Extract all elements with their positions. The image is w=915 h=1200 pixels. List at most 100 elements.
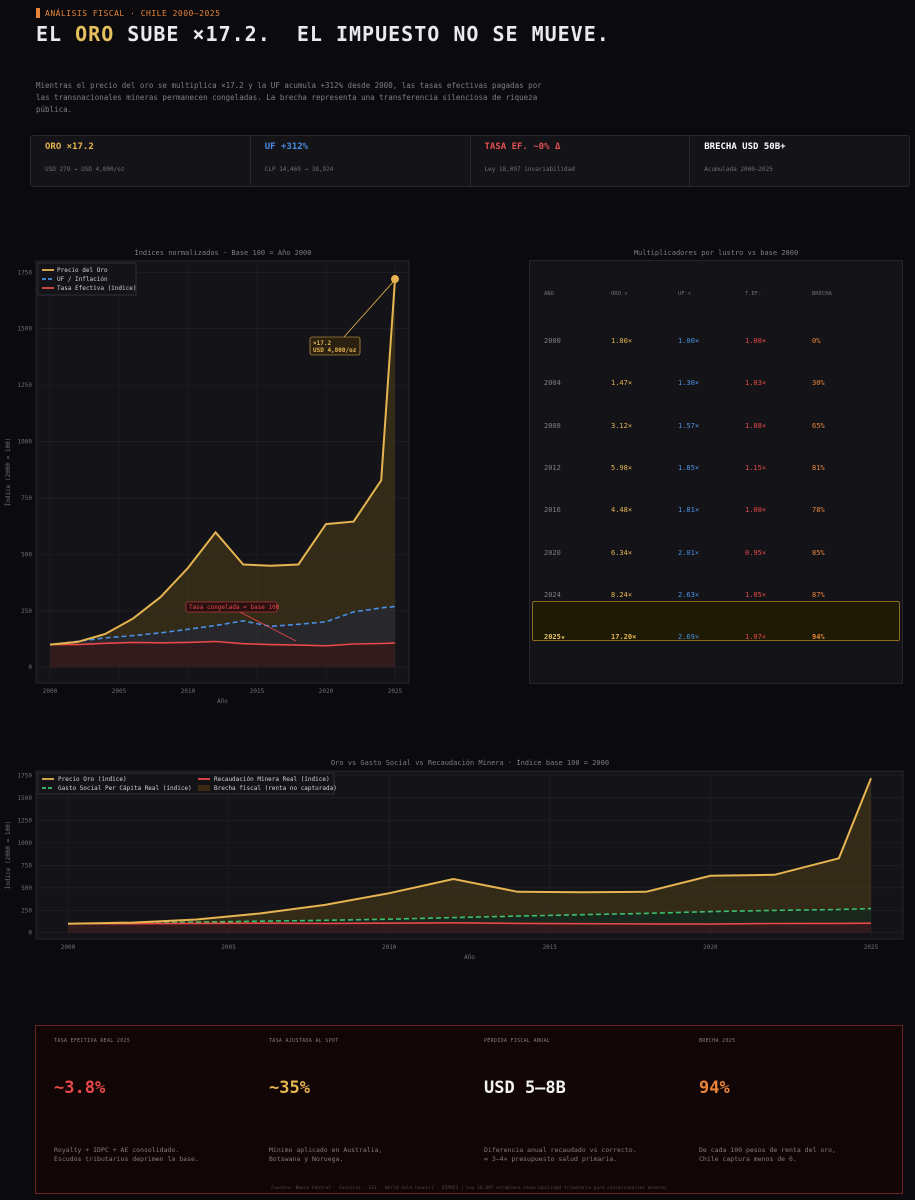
table-cell: 81% [812, 463, 825, 472]
table-cell: 87% [812, 590, 825, 599]
title-gold: ORO [75, 22, 115, 46]
title-post: SUBE ×17.2. EL IMPUESTO NO SE MUEVE. [114, 22, 610, 46]
page-title: EL ORO SUBE ×17.2. EL IMPUESTO NO SE MUE… [36, 22, 610, 46]
stat-head: UF +312% [264, 142, 309, 152]
column-header: BRECHA [812, 291, 832, 297]
x-tick-label: 2015 [250, 688, 265, 695]
y-tick-label: 750 [21, 495, 32, 502]
table-cell: 2020 [544, 548, 561, 557]
y-axis-label: Índice (2000 = 100) [4, 821, 12, 890]
x-tick-label: 2005 [112, 688, 127, 695]
table-cell: 6.34× [611, 548, 633, 557]
gap-area-low [50, 641, 395, 668]
summary-label: TASA EFECTIVA REAL 2025 [54, 1038, 131, 1044]
gap-area-gold [68, 778, 871, 924]
summary-value: ~35% [269, 1078, 310, 1098]
summary-value: ~3.8% [54, 1078, 106, 1098]
y-axis-label: Índice (2000 = 100) [4, 438, 12, 507]
table-cell: 1.00× [678, 337, 700, 345]
eyebrow-text: ANÁLISIS FISCAL · CHILE 2000–2025 [45, 8, 221, 18]
chart2-title: Oro vs Gasto Social vs Recaudación Miner… [330, 759, 610, 767]
x-tick-label: 2015 [543, 944, 558, 951]
summary-desc: De cada 100 pesos de renta del oro, Chil… [699, 1146, 836, 1163]
table-cell: 8.24× [611, 590, 633, 599]
summary-cell: BRECHA 2025 94% De cada 100 pesos de renta… [681, 1026, 896, 1193]
table-header: AÑO ORO × UF × T.EF. BRECHA [544, 291, 879, 297]
table-cell: 2024 [544, 590, 561, 599]
column-header: ORO × [611, 291, 628, 297]
table-cell: 2004 [544, 379, 561, 388]
table-row: 2020 6.34× 2.01× 0.95× 85% [544, 549, 879, 557]
y-tick-label: 1000 [18, 439, 33, 446]
legend-label: Tasa Efectiva (índice) [57, 285, 136, 292]
summary-label: PÉRDIDA FISCAL ANUAL [484, 1038, 551, 1044]
y-tick-label: 500 [21, 551, 32, 558]
annotation-leader [343, 281, 394, 338]
table-cell: 1.08× [745, 421, 767, 430]
table-cell: 2.01× [678, 548, 700, 557]
peak-marker [391, 275, 399, 284]
y-tick-label: 1500 [18, 326, 33, 333]
sources-footer: Fuentes: Banco Central · Cochilco · SII … [271, 1186, 667, 1191]
table-cell: 1.47× [611, 379, 633, 388]
legend [37, 262, 137, 296]
table-row: 2008 3.12× 1.57× 1.08× 65% [544, 422, 879, 430]
gap-area-low [68, 922, 871, 933]
series-line-gasto [67, 907, 872, 925]
table-cell: 2025★ [544, 633, 566, 642]
x-tick-label: 2025 [864, 944, 879, 951]
y-tick-label: 250 [21, 907, 32, 914]
table-cell: 2008 [544, 421, 561, 430]
summary-desc: Mínimo aplicado en Australia, Botswana y… [269, 1146, 383, 1163]
annotation-box [185, 601, 278, 613]
table-row: 2025★ 17.20× 2.69× 1.07× 94% [544, 633, 879, 641]
chart2: 0 250 500 750 1000 1250 1500 1750 2000 2005 2010 20… [4, 770, 904, 961]
x-axis-label: Año [464, 954, 475, 961]
summary-value: USD 5–8B [484, 1078, 566, 1098]
annotation-text: ×17.2 [313, 340, 331, 347]
y-tick-label: 0 [28, 664, 32, 671]
table-row: 2024 8.24× 2.63× 1.05× 87% [544, 591, 879, 599]
column-header: AÑO [544, 291, 554, 297]
gap-area-gold [50, 279, 395, 645]
y-tick-label: 750 [21, 862, 32, 869]
summary-panel: TASA EFECTIVA REAL 2025 ~3.8% Royalty + ID… [35, 1025, 903, 1194]
table-cell: 1.00× [745, 506, 767, 515]
table-cell: 1.00× [745, 337, 767, 345]
x-tick-label: 2020 [703, 944, 718, 951]
gap-area-mid [68, 908, 871, 925]
stat-head: TASA EF. ~0% Δ [484, 142, 561, 152]
series-line-gold [67, 777, 872, 925]
x-tick-label: 2005 [221, 944, 236, 951]
y-tick-label: 1750 [18, 269, 33, 276]
table-cell: 1.00× [611, 337, 633, 345]
table-cell: 4.48× [611, 506, 633, 515]
table-cell: 30% [812, 379, 825, 388]
y-tick-label: 1750 [18, 772, 33, 779]
table-cell: 65% [812, 421, 825, 430]
stat-brecha: BRECHA USD 50B+ Acumulada 2000–2025 [690, 136, 909, 186]
table-cell: 94% [812, 633, 825, 642]
table-row: 2004 1.47× 1.30× 1.03× 30% [544, 379, 879, 387]
summary-cell: TASA EFECTIVA REAL 2025 ~3.8% Royalty + ID… [36, 1026, 251, 1193]
table-cell: 2000 [544, 337, 561, 345]
legend-label: Recaudación Minera Real (índice) [214, 776, 330, 783]
summary-desc: Royalty + IDPC + AE consolidado. Escudos… [54, 1146, 199, 1163]
stat-sub: Acumulada 2000–2025 [704, 166, 773, 173]
multipliers-table: AÑO ORO × UF × T.EF. BRECHA 2000 1.00× 1.00× 1.0… [529, 260, 903, 684]
legend [37, 772, 335, 795]
annotation-box [309, 336, 361, 356]
x-tick-label: 2025 [388, 688, 403, 695]
table-cell: 2.63× [678, 590, 700, 599]
summary-cell: TASA AJUSTADA AL SPOT ~35% Mínimo aplicado… [251, 1026, 466, 1193]
table-highlight [532, 601, 900, 641]
legend-label: Precio Oro (índice) [58, 776, 127, 783]
title-pre: EL [36, 22, 76, 46]
table-cell: 1.15× [745, 463, 767, 472]
table-cell: 17.20× [611, 633, 637, 642]
summary-value: 94% [699, 1078, 730, 1098]
chart1: 0 250 500 750 1000 1250 1500 1750 2000 2005 2010 20… [4, 260, 410, 705]
summary-label: BRECHA 2025 [699, 1038, 736, 1044]
y-tick-label: 1500 [18, 795, 33, 802]
table-cell: 2016 [544, 506, 561, 515]
